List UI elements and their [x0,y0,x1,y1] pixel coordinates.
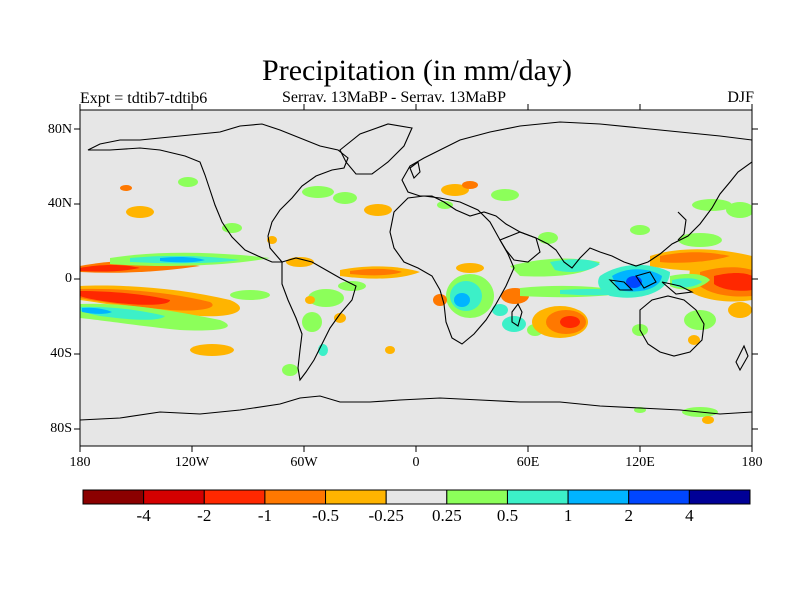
y-tick-40n: 40N [47,196,72,211]
colorbar-swatch [143,489,205,505]
x-tick-120e: 120E [625,455,655,470]
colorbar-swatch [446,489,508,505]
x-tick-120w: 120W [174,455,210,470]
coastlines [80,121,752,421]
colorbar-label: 2 [624,506,633,525]
colorbar-swatch [567,489,630,505]
y-tick-80n: 80N [47,122,72,137]
x-tick-0: 0 [412,455,420,470]
colorbar-swatch [628,489,690,505]
colorbar-swatch [688,489,751,505]
y-tick-0: 0 [65,271,72,286]
colorbar-label: -2 [197,506,212,525]
x-tick-60e: 60E [516,455,540,470]
colorbar [82,489,751,505]
axis-ticks [74,104,758,452]
y-tick-40s: 40S [50,346,72,361]
map-title: Precipitation (in mm/day) [262,54,572,87]
colorbar-label: -0.5 [312,506,339,525]
colorbar-swatch [264,489,327,505]
scenario-label: Serrav. 13MaBP - Serrav. 13MaBP [282,89,506,106]
colorbar-label: 0.5 [496,506,519,525]
x-tick-60w: 60W [290,455,318,470]
experiment-label: Expt = tdtib7-tdtib6 [80,90,208,107]
colorbar-label: 1 [563,506,573,525]
y-tick-80s: 80S [50,421,72,436]
colorbar-label: 0.25 [431,506,462,525]
season-label: DJF [727,89,754,106]
precipitation-anomaly-fields [80,177,752,424]
x-tick-180e: 180 [741,455,763,470]
x-tick-180w: 180 [69,455,91,470]
colorbar-label: 4 [685,506,694,525]
colorbar-label: -4 [136,506,151,525]
colorbar-swatch [203,489,266,505]
colorbar-label: -1 [257,506,272,525]
colorbar-swatch [325,489,387,505]
colorbar-swatch [385,489,448,505]
colorbar-swatch [506,489,569,505]
colorbar-label: -0.25 [368,506,404,525]
colorbar-swatch [82,489,145,505]
